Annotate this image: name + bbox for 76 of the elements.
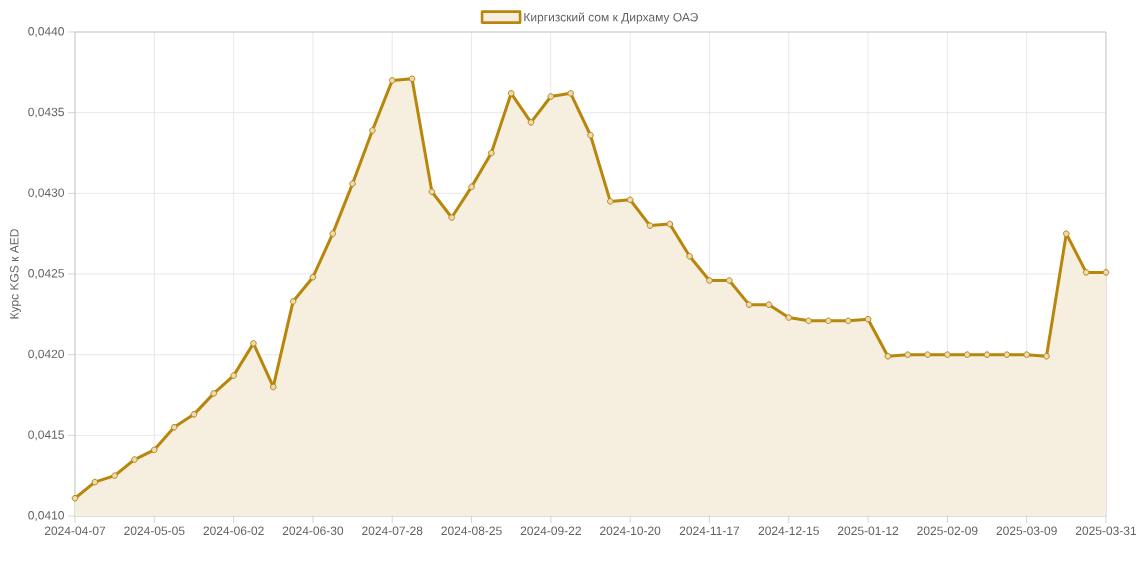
point (111, 472, 118, 479)
y-tick-label: 0,0420 (28, 349, 64, 360)
point (944, 351, 951, 358)
point (963, 351, 971, 358)
point (745, 301, 753, 308)
point (587, 131, 594, 139)
point (785, 314, 793, 321)
point (170, 423, 178, 431)
point (468, 183, 475, 191)
point (567, 90, 574, 97)
x-tick-label: 2025-02-09 (917, 526, 978, 536)
point (1023, 351, 1030, 358)
point (825, 317, 832, 325)
x-tick-label: 2024-05-05 (124, 526, 185, 536)
point (725, 277, 733, 284)
y-tick-label: 0,0440 (28, 27, 64, 37)
point (448, 214, 455, 221)
point (369, 127, 376, 134)
point (349, 180, 356, 187)
y-axis-title: Курс KGS к AED (10, 229, 21, 319)
point (547, 93, 555, 100)
y-tick-label: 0,0410 (28, 511, 64, 521)
x-tick-label: 2025-03-31 (1075, 526, 1137, 536)
point (607, 198, 614, 205)
point (151, 446, 158, 454)
x-tick-label: 2024-12-15 (758, 526, 819, 536)
point (1063, 230, 1070, 237)
y-tick-label: 0,0425 (28, 269, 64, 279)
point (388, 77, 396, 84)
point (428, 188, 436, 196)
point (131, 456, 138, 463)
point (983, 351, 991, 358)
point (864, 315, 872, 323)
point (269, 383, 277, 391)
x-tick-label: 2024-09-22 (520, 526, 581, 536)
point (1082, 269, 1090, 276)
point (646, 222, 654, 229)
x-tick-label: 2025-03-09 (996, 526, 1057, 536)
point (686, 252, 693, 260)
point (626, 196, 634, 204)
point (91, 478, 99, 486)
point (666, 220, 674, 228)
point (805, 317, 812, 325)
point (309, 273, 317, 281)
legend-label: Киргизский сом к Дирхаму ОАЭ (524, 12, 698, 24)
y-tick-label: 0,0430 (28, 188, 64, 199)
point (250, 340, 257, 347)
point (1003, 351, 1011, 358)
y-tick-label: 0,0415 (28, 430, 64, 441)
x-tick-label: 2024-07-28 (362, 526, 423, 536)
point (230, 372, 237, 379)
point (190, 411, 198, 418)
point (527, 119, 535, 126)
x-tick-label: 2024-06-30 (282, 526, 344, 536)
point (408, 75, 416, 83)
x-tick-label: 2024-10-20 (600, 526, 661, 536)
x-tick-label: 2025-01-12 (837, 526, 899, 536)
point (844, 317, 852, 325)
point (1102, 269, 1110, 276)
x-tick-label: 2024-04-07 (44, 526, 106, 536)
point (289, 298, 297, 305)
point (765, 301, 773, 308)
x-tick-label: 2024-11-17 (679, 526, 740, 536)
point (924, 351, 931, 358)
point (210, 390, 218, 397)
point (507, 90, 515, 97)
point (904, 351, 912, 358)
point (488, 149, 495, 157)
x-tick-label: 2024-06-02 (203, 526, 264, 536)
x-tick-label: 2024-08-25 (441, 526, 502, 536)
point (1043, 352, 1050, 360)
y-tick-label: 0,0435 (28, 107, 64, 118)
point (884, 352, 892, 360)
point (329, 230, 337, 237)
point (71, 494, 79, 502)
point (706, 277, 713, 284)
